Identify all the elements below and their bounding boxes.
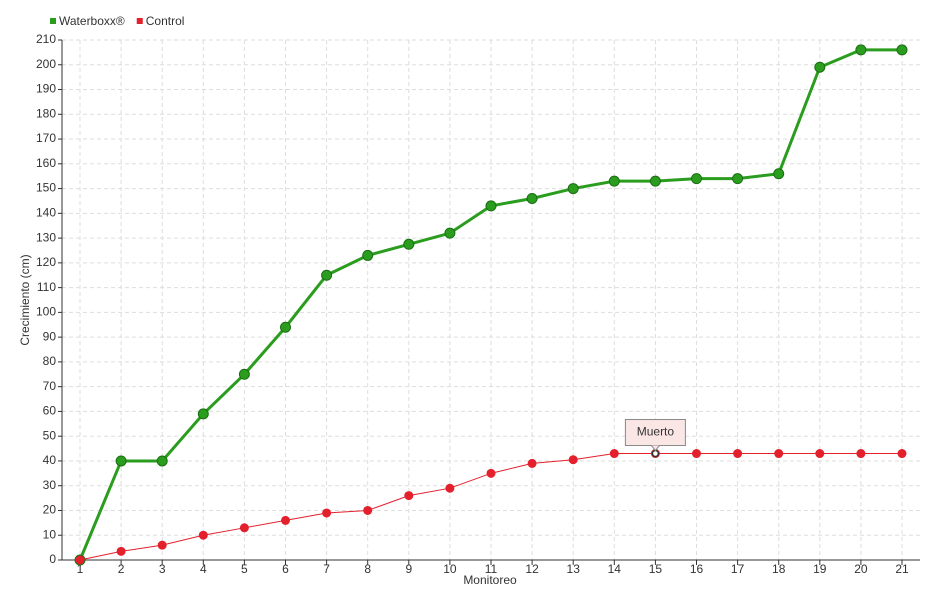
y-tick-label: 70 [43, 379, 57, 393]
x-tick-label: 4 [200, 562, 207, 576]
x-tick-label: 12 [525, 562, 539, 576]
y-tick-label: 210 [36, 32, 56, 46]
x-tick-label: 3 [159, 562, 166, 576]
data-point [815, 449, 825, 459]
data-point [321, 269, 333, 281]
x-tick-label: 13 [567, 562, 581, 576]
x-tick-label: 7 [323, 562, 330, 576]
data-point [322, 508, 332, 518]
x-tick-label: 15 [649, 562, 663, 576]
x-tick-label: 16 [690, 562, 704, 576]
y-tick-label: 20 [43, 503, 57, 517]
data-point [198, 530, 208, 540]
x-tick-label: 5 [241, 562, 248, 576]
y-tick-label: 110 [37, 280, 56, 294]
y-axis-label: Crecimiento (cm) [18, 254, 32, 345]
x-tick-label: 9 [405, 562, 412, 576]
data-point [115, 455, 127, 467]
data-point [280, 321, 291, 333]
data-point [896, 44, 908, 56]
x-tick-label: 19 [813, 562, 827, 576]
data-point [239, 523, 249, 533]
legend-swatch [50, 18, 56, 24]
data-point [116, 546, 126, 556]
annotation: Muerto [624, 419, 686, 452]
y-tick-label: 30 [43, 478, 57, 492]
data-point [404, 491, 414, 501]
data-point [855, 44, 867, 56]
x-tick-label: 2 [118, 562, 125, 576]
data-point [691, 173, 702, 185]
data-point [238, 368, 250, 380]
data-point [814, 61, 826, 73]
y-tick-label: 50 [43, 428, 57, 442]
data-point [732, 173, 744, 185]
data-point [197, 408, 209, 420]
y-tick-label: 100 [36, 305, 56, 319]
data-point [527, 458, 537, 468]
data-point [733, 449, 743, 459]
annotation-pointer [651, 445, 660, 452]
y-tick-label: 190 [36, 82, 56, 96]
data-point [608, 175, 620, 187]
x-tick-label: 10 [443, 562, 457, 576]
data-point [773, 168, 785, 180]
y-tick-label: 200 [36, 57, 56, 71]
x-tick-label: 20 [854, 562, 868, 576]
y-tick-label: 130 [36, 230, 56, 244]
data-point [75, 555, 85, 565]
data-point [281, 515, 290, 525]
data-point [609, 449, 619, 459]
x-tick-label: 11 [485, 562, 498, 576]
legend-swatch [136, 18, 143, 24]
y-tick-label: 180 [36, 106, 56, 120]
x-tick-label: 6 [282, 562, 289, 576]
data-point [363, 505, 373, 515]
data-point [774, 449, 784, 459]
x-tick-label: 14 [608, 562, 622, 576]
annotation-label: Muerto [637, 425, 675, 439]
y-tick-label: 160 [36, 156, 56, 170]
x-tick-label: 21 [895, 562, 909, 576]
y-tick-label: 90 [43, 329, 57, 343]
legend-label: Control [146, 14, 185, 28]
x-tick-label: 18 [772, 562, 786, 576]
data-point [157, 540, 167, 550]
y-tick-label: 10 [43, 527, 57, 541]
y-tick-label: 80 [43, 354, 57, 368]
data-point [403, 238, 415, 250]
legend-label: Waterboxx® [59, 14, 125, 28]
x-axis-label: Monitoreo [463, 573, 517, 587]
data-point [568, 455, 578, 465]
data-point [362, 249, 374, 261]
data-point [445, 483, 455, 493]
y-tick-label: 0 [49, 552, 56, 566]
data-point [485, 200, 497, 212]
x-tick-label: 1 [77, 562, 84, 576]
y-tick-label: 170 [36, 131, 56, 145]
x-tick-label: 8 [364, 562, 371, 576]
y-tick-label: 120 [36, 255, 56, 269]
data-point [444, 227, 456, 239]
data-point [856, 449, 866, 459]
y-tick-label: 40 [43, 453, 57, 467]
y-tick-label: 150 [36, 181, 56, 195]
annotated-point [651, 449, 660, 458]
data-point [692, 449, 701, 459]
data-point [897, 449, 907, 459]
data-point [526, 192, 538, 204]
data-point [567, 183, 579, 195]
x-tick-label: 17 [731, 562, 745, 576]
y-tick-label: 60 [43, 404, 57, 418]
data-point [649, 175, 661, 187]
data-point [156, 455, 168, 467]
data-point [486, 468, 496, 478]
y-tick-label: 140 [36, 206, 56, 220]
